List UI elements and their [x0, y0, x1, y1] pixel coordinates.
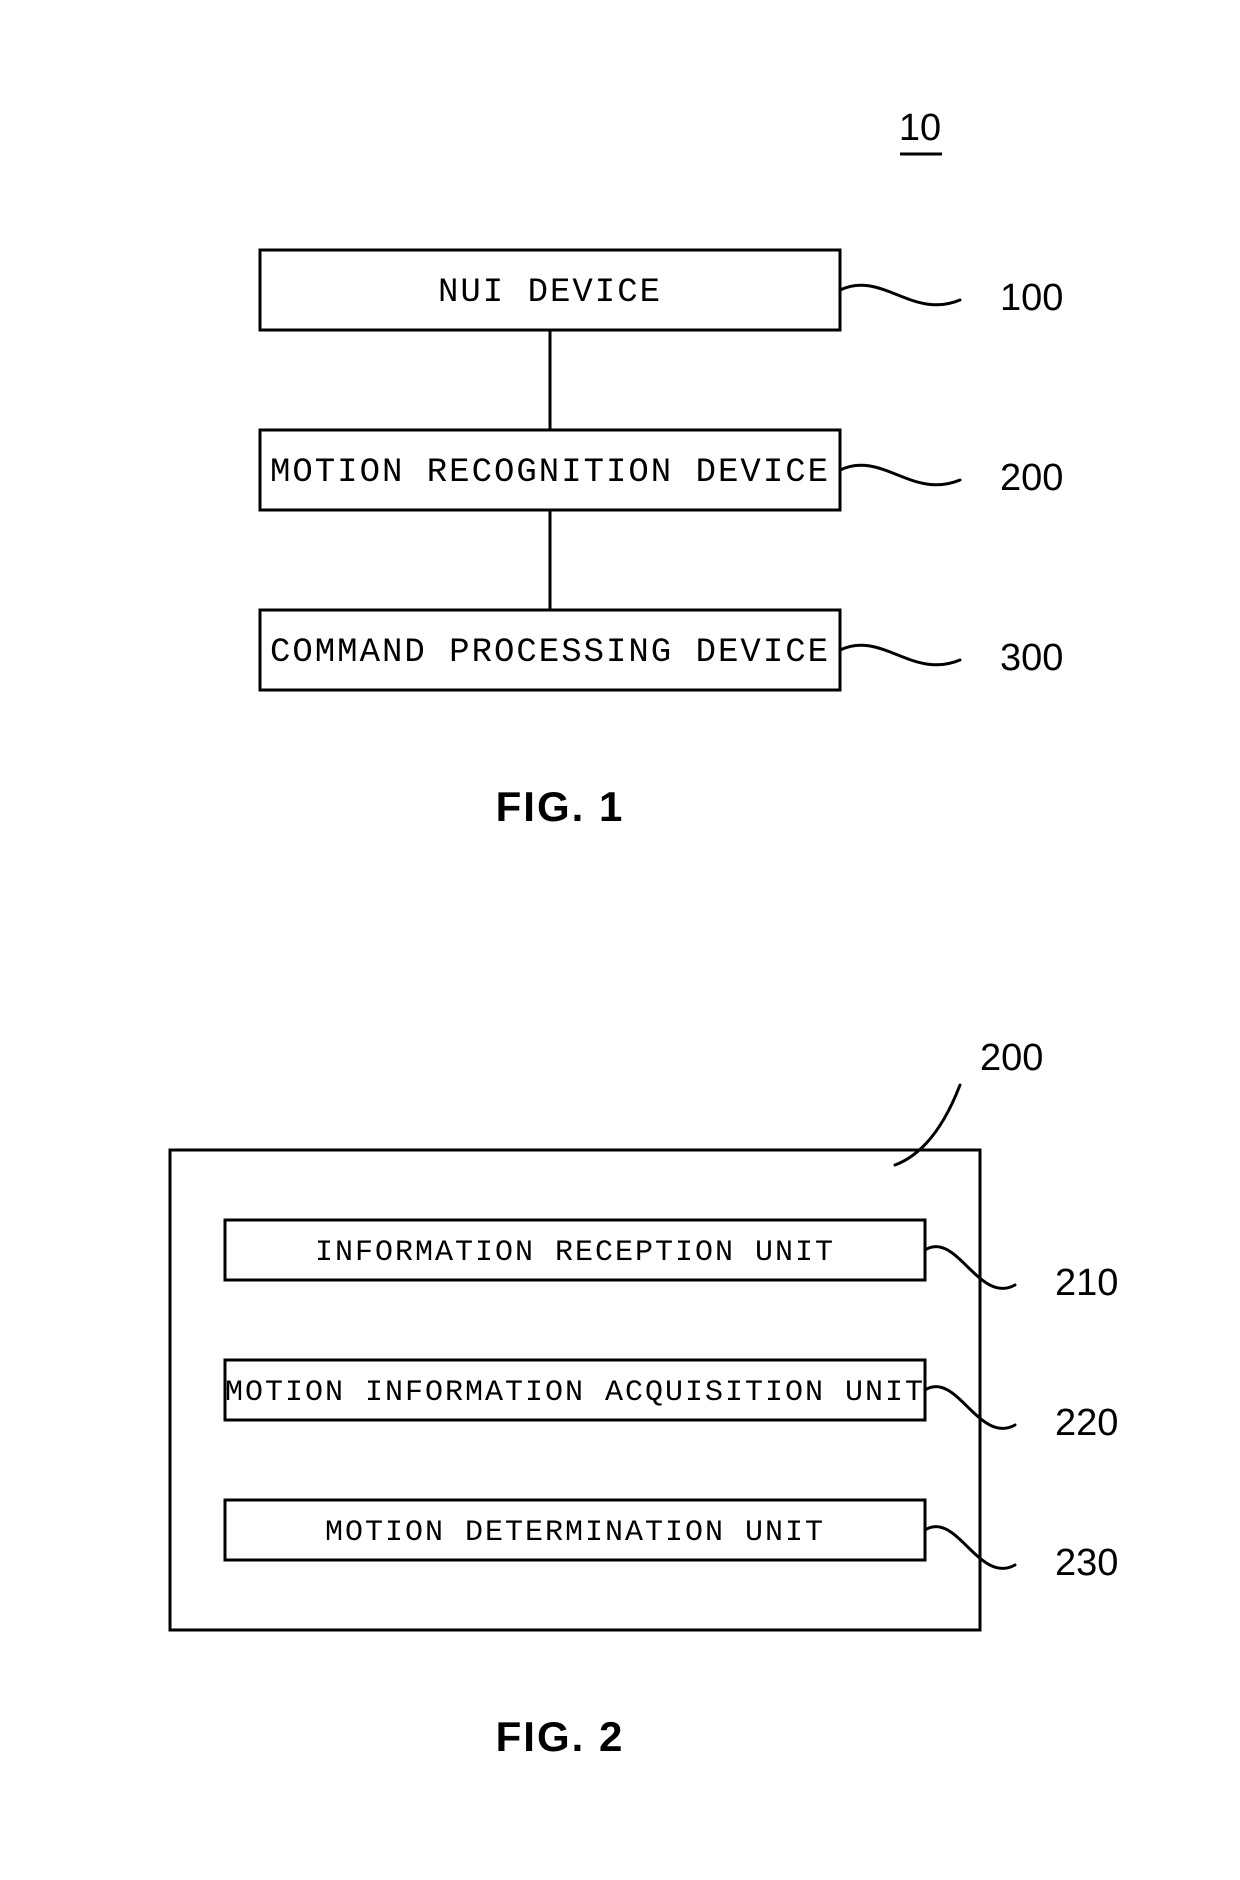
- ref-label: 100: [1000, 277, 1063, 319]
- leader-line: [925, 1247, 1015, 1289]
- motion-information-acquisition-unit-label: MOTION INFORMATION ACQUISITION UNIT: [225, 1376, 925, 1410]
- diagram-canvas: 10 NUI DEVICE 100 MOTION RECOGNITION DEVICE…: [0, 0, 1240, 1880]
- leader-line: [925, 1387, 1015, 1429]
- ref-label: 220: [1055, 1402, 1118, 1444]
- motion-recognition-device-label: MOTION RECOGNITION DEVICE: [270, 454, 830, 492]
- fig1-ref: 10: [899, 107, 941, 149]
- fig2-caption: FIG. 2: [496, 1713, 625, 1760]
- information-reception-unit-label: INFORMATION RECEPTION UNIT: [315, 1236, 835, 1270]
- ref-label: 210: [1055, 1262, 1118, 1304]
- motion-determination-unit-label: MOTION DETERMINATION UNIT: [325, 1516, 825, 1550]
- leader-line: [925, 1527, 1015, 1569]
- command-processing-device-label: COMMAND PROCESSING DEVICE: [270, 634, 830, 672]
- nui-device-label: NUI DEVICE: [438, 274, 662, 312]
- ref-label: 300: [1000, 637, 1063, 679]
- leader-line: [840, 645, 960, 665]
- ref-label: 200: [1000, 457, 1063, 499]
- fig2-outer-ref: 200: [980, 1037, 1043, 1079]
- leader-line: [840, 465, 960, 485]
- fig2-outer-leader: [895, 1085, 960, 1165]
- fig1-caption: FIG. 1: [496, 783, 625, 830]
- ref-label: 230: [1055, 1542, 1118, 1584]
- leader-line: [840, 285, 960, 305]
